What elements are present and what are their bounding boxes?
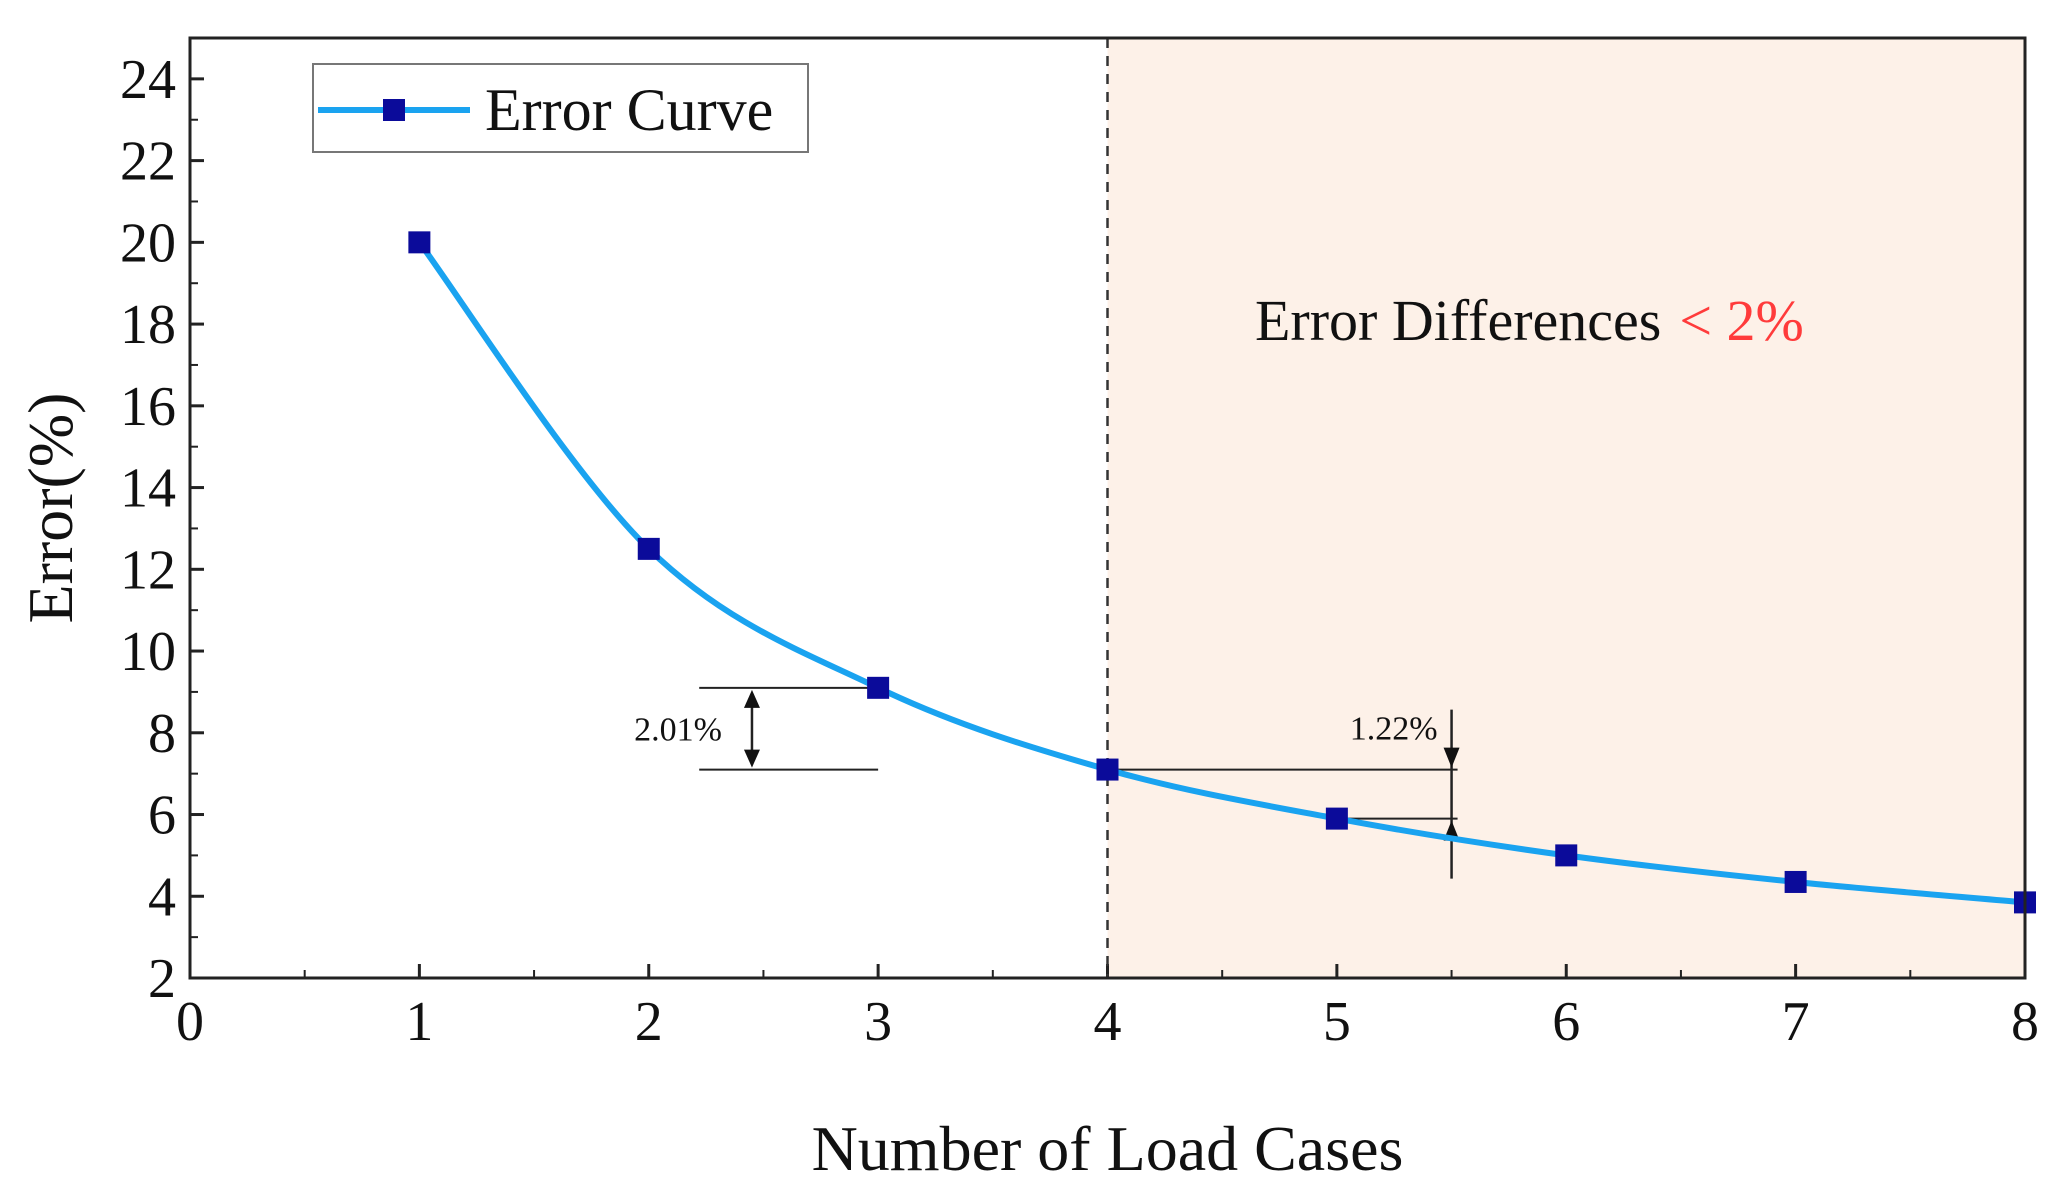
y-tick-label: 6 xyxy=(148,785,176,847)
y-tick-label: 10 xyxy=(120,621,176,683)
plot-frame xyxy=(188,36,2027,980)
data-point-marker xyxy=(408,231,431,254)
y-tick-label: 20 xyxy=(120,212,176,274)
legend-entry-label: Error Curve xyxy=(485,77,773,143)
arrowhead-up xyxy=(743,689,760,708)
y-tick-label: 8 xyxy=(148,703,176,765)
x-axis-title: Number of Load Cases xyxy=(812,1113,1404,1184)
x-tick-label: 2 xyxy=(635,991,663,1053)
series-markers xyxy=(408,231,2036,914)
data-point-marker xyxy=(637,537,660,560)
legend-marker-swatch xyxy=(383,99,405,121)
data-point-marker xyxy=(1325,807,1348,830)
x-tick-label: 4 xyxy=(1094,991,1122,1053)
data-point-marker xyxy=(1555,844,1578,867)
shaded-region xyxy=(1107,38,2025,978)
x-tick-label: 8 xyxy=(2011,991,2039,1053)
y-tick-label: 4 xyxy=(148,866,176,928)
y-tick-label: 12 xyxy=(120,539,176,601)
region-annotation-text: Error Differences xyxy=(1255,288,1661,353)
data-point-marker xyxy=(867,676,890,699)
x-tick-labels: 0 1 2 3 4 5 6 7 8 xyxy=(176,991,2039,1053)
y-tick-group xyxy=(190,37,204,980)
y-tick-label: 14 xyxy=(120,458,176,520)
arrowhead-down xyxy=(1443,747,1460,768)
difference-label-left: 2.01% xyxy=(634,712,722,749)
difference-annotation-left xyxy=(699,686,879,771)
y-axis-title: Error(%) xyxy=(15,393,86,624)
y-tick-label: 2 xyxy=(148,948,176,1010)
x-tick-label: 6 xyxy=(1552,991,1580,1053)
y-tick-label: 24 xyxy=(120,49,176,111)
x-tick-label: 7 xyxy=(1782,991,1810,1053)
x-tick-label: 5 xyxy=(1323,991,1351,1053)
region-annotation: Error Differences < 2% xyxy=(1255,288,1804,353)
y-tick-label: 16 xyxy=(120,376,176,438)
difference-label-right: 1.22% xyxy=(1350,711,1438,748)
data-point-marker xyxy=(1096,758,1119,781)
x-tick-label: 3 xyxy=(864,991,892,1053)
x-tick-label: 0 xyxy=(176,991,204,1053)
region-annotation-highlight: < 2% xyxy=(1679,288,1804,353)
legend: Error Curve xyxy=(312,63,809,153)
data-point-marker xyxy=(1784,870,1807,893)
y-tick-label: 18 xyxy=(120,294,176,356)
arrowhead-down xyxy=(743,749,760,768)
difference-annotation-right xyxy=(1107,709,1460,879)
y-tick-label: 22 xyxy=(120,131,176,193)
x-tick-label: 1 xyxy=(405,991,433,1053)
